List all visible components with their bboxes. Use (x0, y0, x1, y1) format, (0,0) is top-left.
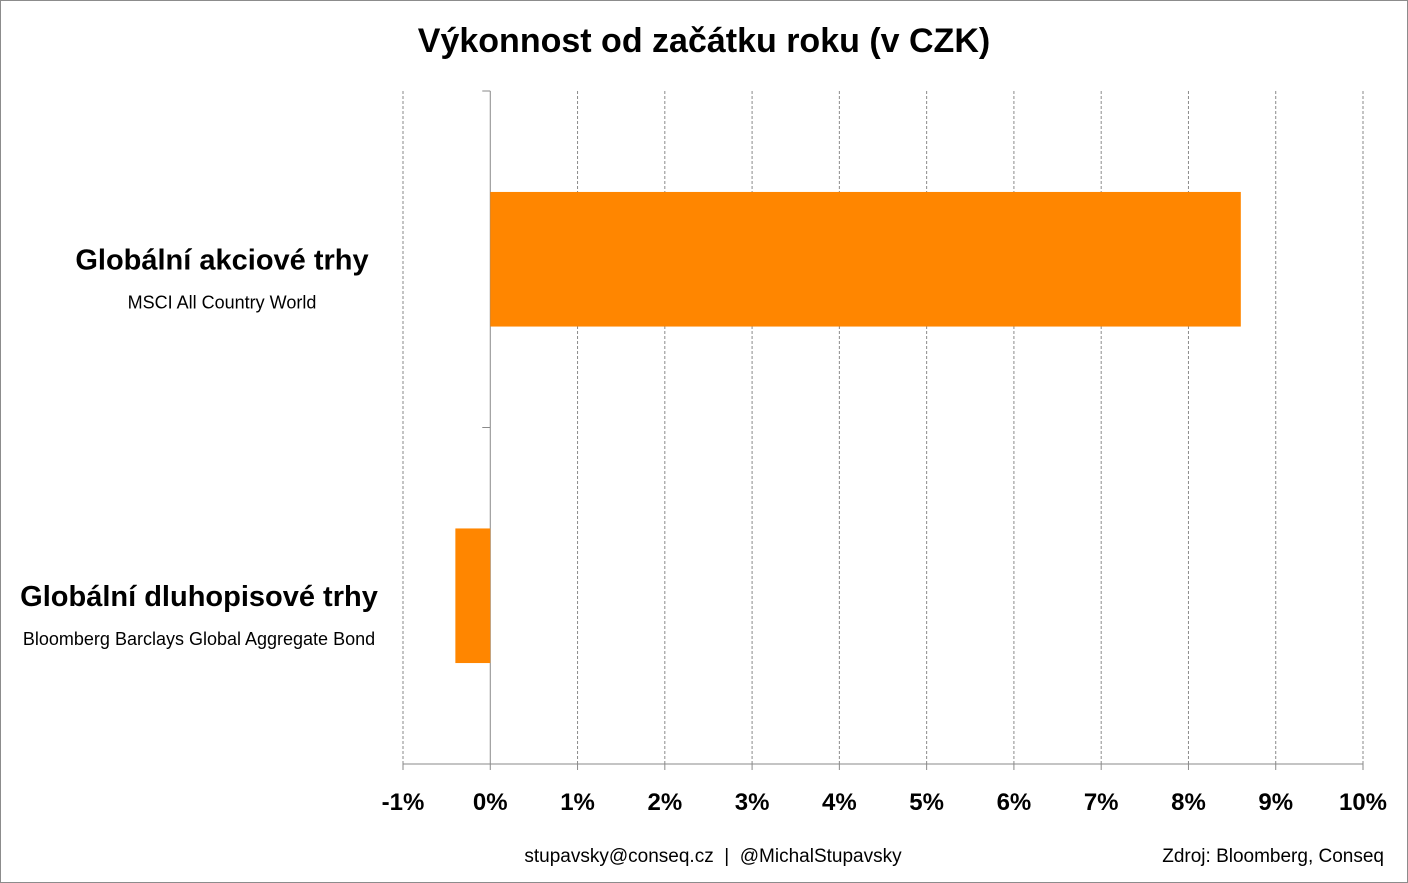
footer-contact: stupavsky@conseq.cz | @MichalStupavsky (524, 846, 902, 867)
category-label: Globální akciové trhy (75, 244, 368, 276)
bar (455, 528, 491, 664)
x-tick-label: 9% (1258, 789, 1293, 816)
bar (490, 191, 1241, 327)
x-tick-label: 2% (647, 789, 682, 816)
x-tick-label: -1% (382, 789, 425, 816)
x-tick-label: 6% (997, 789, 1032, 816)
category-sublabel: MSCI All Country World (128, 292, 317, 312)
x-tick-label: 10% (1339, 789, 1387, 816)
x-tick-label: 5% (909, 789, 944, 816)
chart-title: Výkonnost od začátku roku (v CZK) (417, 22, 991, 60)
category-sublabel: Bloomberg Barclays Global Aggregate Bond (23, 629, 375, 649)
footer-source: Zdroj: Bloomberg, Conseq (1162, 846, 1384, 867)
x-tick-label: 4% (822, 789, 857, 816)
x-tick-label: 7% (1084, 789, 1119, 816)
x-tick-label: 8% (1171, 789, 1206, 816)
x-tick-label: 3% (735, 789, 770, 816)
x-tick-label: 0% (473, 789, 508, 816)
category-label: Globální dluhopisové trhy (20, 581, 378, 613)
x-tick-label: 1% (560, 789, 595, 816)
